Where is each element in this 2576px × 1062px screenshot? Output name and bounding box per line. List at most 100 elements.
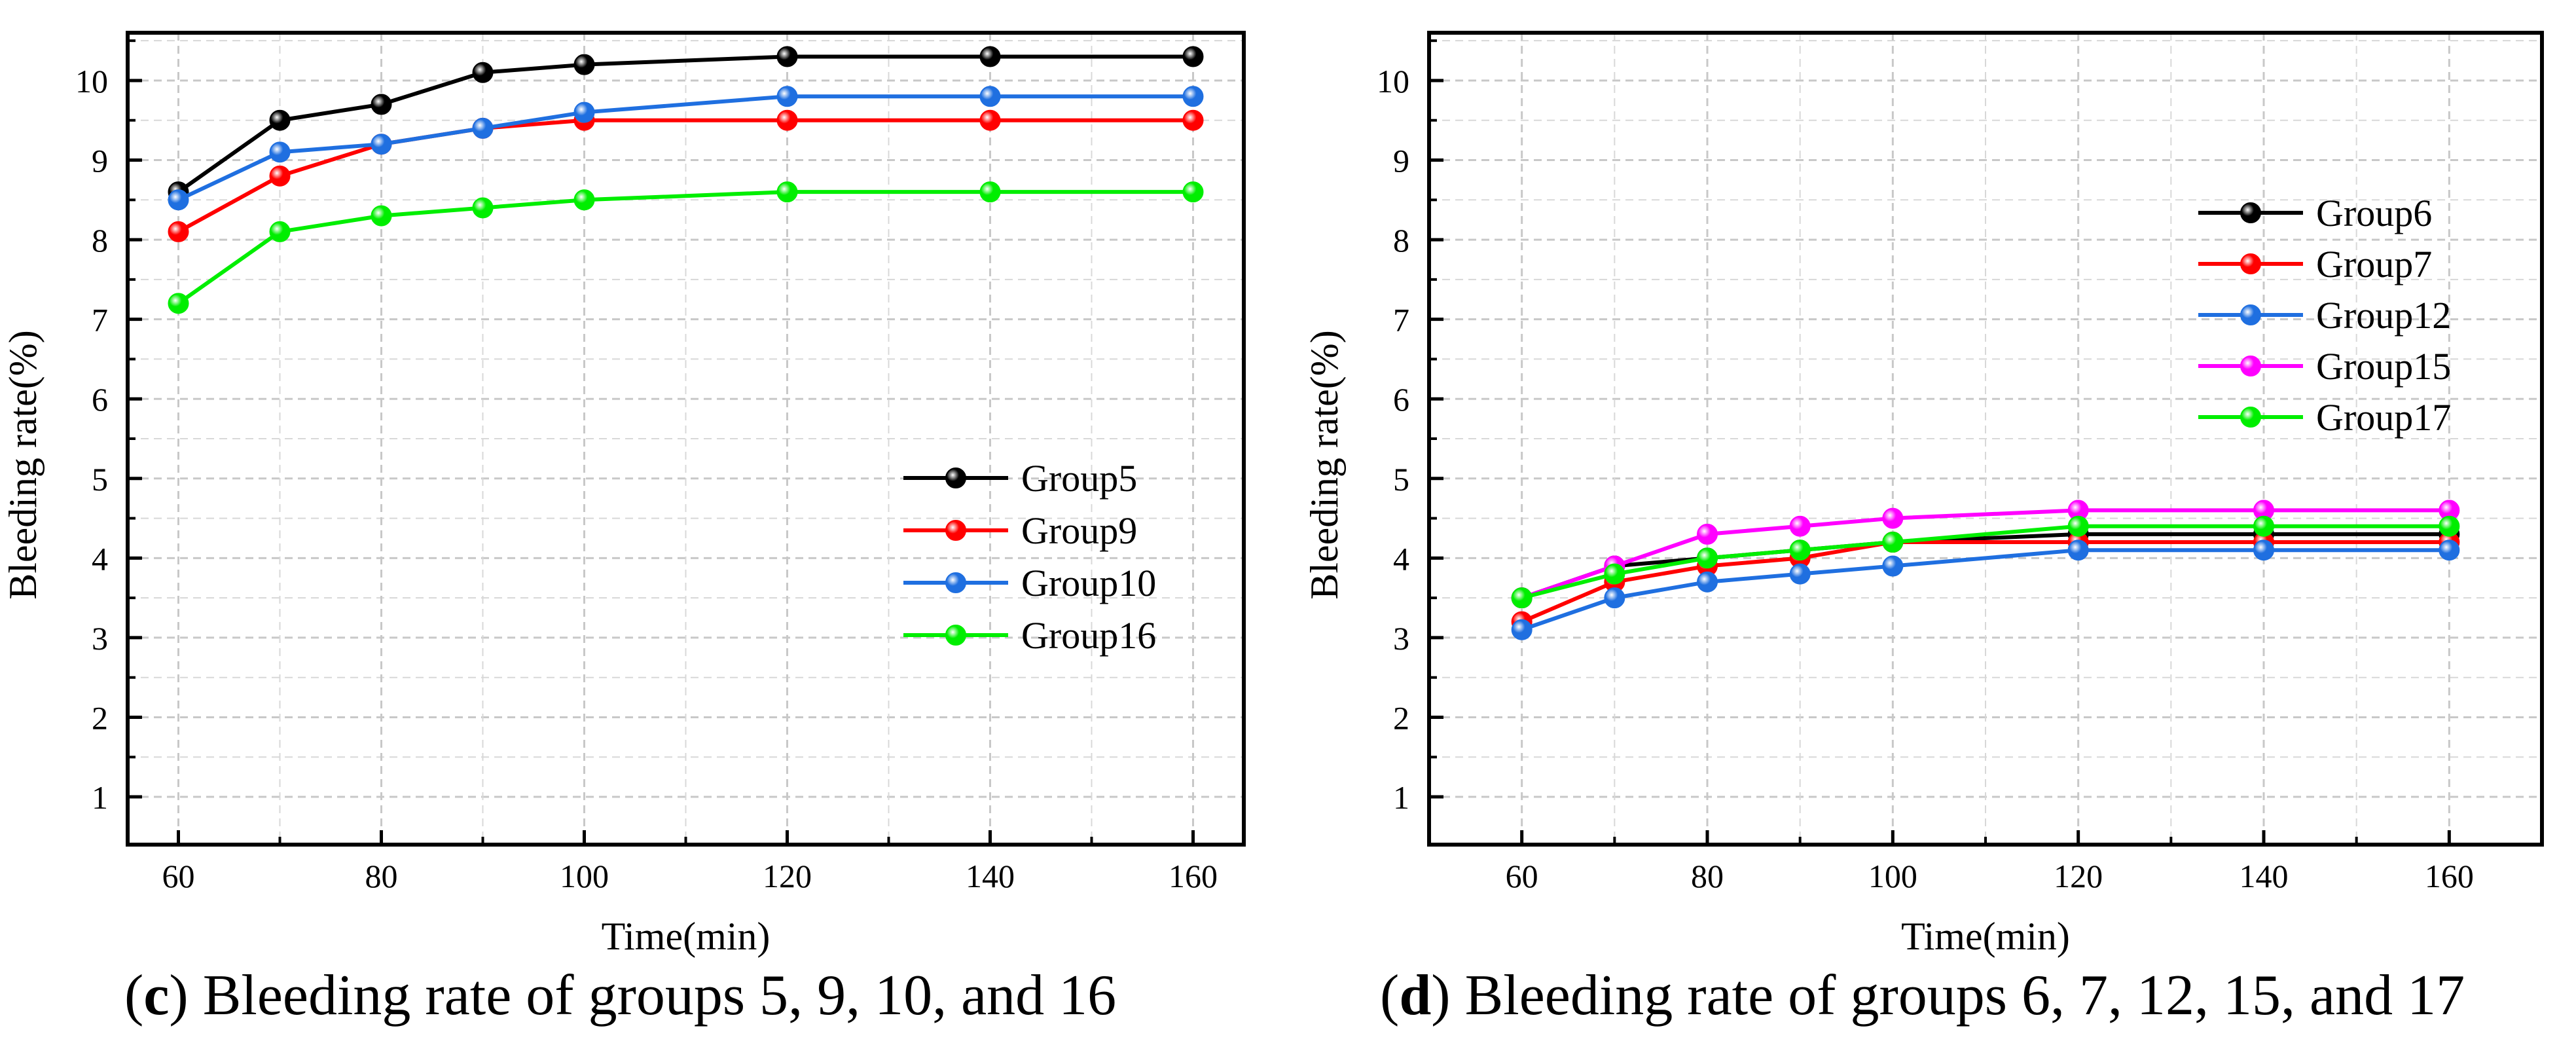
y-tick-label: 8 bbox=[92, 222, 108, 259]
series-group12 bbox=[1511, 540, 2460, 640]
legend-label: Group5 bbox=[1021, 457, 1137, 500]
data-point bbox=[2439, 540, 2460, 561]
y-tick-label: 2 bbox=[92, 699, 108, 736]
legend-label: Group10 bbox=[1021, 562, 1156, 604]
data-point bbox=[979, 109, 1001, 131]
legend-marker bbox=[945, 467, 966, 488]
y-tick-label: 3 bbox=[1393, 620, 1409, 657]
data-point bbox=[573, 189, 595, 211]
y-tick-label: 6 bbox=[1393, 381, 1409, 418]
data-point bbox=[776, 46, 798, 67]
data-point bbox=[2253, 540, 2274, 561]
x-tick-label: 60 bbox=[1506, 858, 1538, 894]
data-point bbox=[371, 134, 392, 155]
data-point bbox=[776, 109, 798, 131]
caption-d-letter: d bbox=[1399, 964, 1432, 1027]
data-point bbox=[168, 293, 189, 314]
x-tick-label: 120 bbox=[763, 858, 812, 894]
y-tick-label: 1 bbox=[92, 779, 108, 816]
legend-label: Group6 bbox=[2316, 192, 2432, 234]
data-point bbox=[1697, 523, 1718, 545]
legend-marker bbox=[945, 520, 966, 541]
legend-marker bbox=[2240, 407, 2261, 428]
x-tick-label: 100 bbox=[1868, 858, 1917, 894]
chart-svg-d: 1 2 3 4 5 6 7 8 9 10 60 80 100 120 140 160 Time(min) Blee… bbox=[1303, 31, 2544, 958]
data-point bbox=[1604, 563, 1625, 585]
series-line bbox=[1521, 540, 2450, 624]
y-tick-label: 7 bbox=[92, 302, 108, 339]
data-point bbox=[1511, 619, 1533, 640]
data-point bbox=[371, 205, 392, 227]
series-group17 bbox=[1511, 515, 2460, 609]
data-point bbox=[1789, 515, 1811, 537]
y-axis-label: Bleeding rate(%) bbox=[1, 330, 45, 599]
x-tick-label: 100 bbox=[560, 858, 609, 894]
y-tick-label: 2 bbox=[1393, 699, 1409, 736]
x-tick-label: 160 bbox=[2425, 858, 2474, 894]
legend-marker bbox=[945, 572, 966, 593]
data-point bbox=[1511, 587, 1533, 609]
data-point bbox=[1182, 181, 1204, 203]
y-tick-label: 4 bbox=[92, 540, 108, 577]
data-point bbox=[168, 189, 189, 211]
legend-label: Group7 bbox=[2316, 243, 2432, 285]
data-point bbox=[1697, 547, 1718, 569]
data-point bbox=[269, 109, 291, 131]
legend-label: Group9 bbox=[1021, 509, 1137, 552]
data-point bbox=[269, 165, 291, 187]
series-line bbox=[1521, 548, 2450, 632]
grid-lines bbox=[128, 33, 1244, 845]
data-point bbox=[472, 197, 494, 219]
caption-d: (d) Bleeding rate of groups 6, 7, 12, 15… bbox=[1380, 964, 2465, 1027]
data-point bbox=[1789, 563, 1811, 585]
y-tick-label: 9 bbox=[92, 143, 108, 179]
y-tick-label: 8 bbox=[1393, 222, 1409, 259]
caption-c: (c) Bleeding rate of groups 5, 9, 10, an… bbox=[124, 964, 1117, 1027]
x-axis-label: Time(min) bbox=[1901, 915, 2070, 958]
y-tick-label: 5 bbox=[92, 461, 108, 498]
chart-panel-c: 1 2 3 4 5 6 7 8 9 10 60 80 100 120 140 160 Time(min) Blee… bbox=[1, 31, 1246, 958]
data-point bbox=[269, 221, 291, 242]
data-point bbox=[776, 86, 798, 107]
legend-marker bbox=[2240, 253, 2261, 274]
grid-lines bbox=[1429, 33, 2542, 845]
x-tick-label: 140 bbox=[966, 858, 1015, 894]
data-point bbox=[1789, 540, 1811, 561]
caption-d-text: Bleeding rate of groups 6, 7, 12, 15, an… bbox=[1450, 964, 2465, 1027]
data-point bbox=[1882, 532, 1904, 553]
series-group16 bbox=[168, 181, 1204, 314]
x-tick-label: 160 bbox=[1169, 858, 1218, 894]
series-line bbox=[1521, 524, 2450, 600]
legend-marker bbox=[2240, 356, 2261, 376]
y-tick-label: 10 bbox=[75, 63, 108, 100]
y-tick-label: 6 bbox=[92, 381, 108, 418]
data-point bbox=[1182, 109, 1204, 131]
legend: Group5 Group9 Group10 Group16 bbox=[903, 457, 1156, 657]
data-point bbox=[2067, 540, 2089, 561]
x-tick-label: 120 bbox=[2054, 858, 2103, 894]
data-point bbox=[269, 141, 291, 163]
y-tick-label: 7 bbox=[1393, 302, 1409, 339]
legend-label: Group12 bbox=[2316, 294, 2451, 337]
series-line bbox=[177, 54, 1193, 194]
legend-marker bbox=[2240, 304, 2261, 325]
chart-svg-c: 1 2 3 4 5 6 7 8 9 10 60 80 100 120 140 160 Time(min) Blee… bbox=[1, 31, 1246, 958]
y-tick-label: 4 bbox=[1393, 540, 1409, 577]
series-line bbox=[177, 118, 1193, 234]
data-point bbox=[2253, 515, 2274, 537]
chart-panel-d: 1 2 3 4 5 6 7 8 9 10 60 80 100 120 140 160 Time(min) Blee… bbox=[1288, 0, 2576, 1062]
x-tick-label: 60 bbox=[162, 858, 195, 894]
data-point bbox=[1182, 86, 1204, 107]
data-point bbox=[776, 181, 798, 203]
data-point bbox=[979, 181, 1001, 203]
y-tick-label: 10 bbox=[1377, 63, 1409, 100]
data-point bbox=[472, 117, 494, 139]
legend-label: Group16 bbox=[1021, 614, 1156, 657]
y-tick-label: 3 bbox=[92, 620, 108, 657]
x-tick-label: 140 bbox=[2240, 858, 2289, 894]
legend-label: Group17 bbox=[2316, 396, 2451, 439]
series-group5 bbox=[168, 46, 1204, 203]
series-line bbox=[177, 190, 1193, 305]
data-point bbox=[979, 86, 1001, 107]
data-point bbox=[2439, 515, 2460, 537]
